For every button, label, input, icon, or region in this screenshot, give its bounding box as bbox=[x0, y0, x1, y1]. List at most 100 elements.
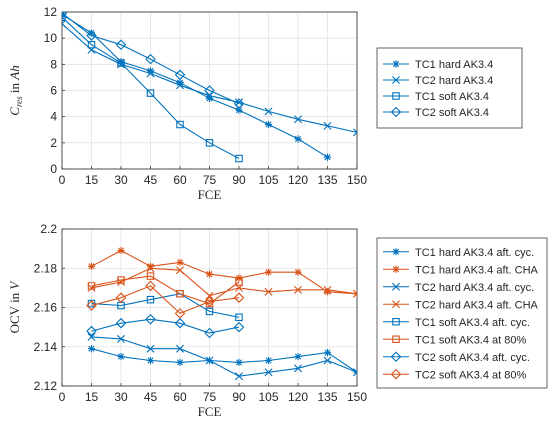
legend-marker bbox=[392, 335, 400, 343]
data-point bbox=[294, 268, 302, 276]
legend-marker bbox=[392, 300, 400, 309]
data-point bbox=[294, 135, 302, 143]
legend-label: TC1 soft AK3.4 aft. cyc. bbox=[415, 317, 530, 329]
data-point bbox=[204, 296, 215, 307]
data-point bbox=[235, 154, 243, 163]
data-point bbox=[264, 368, 273, 377]
legend-label: TC2 hard AK3.4 aft. CHA bbox=[415, 299, 539, 311]
data-point bbox=[205, 356, 214, 365]
data-point bbox=[353, 128, 357, 137]
series-line bbox=[62, 16, 240, 159]
data-point bbox=[353, 368, 357, 377]
data-point bbox=[205, 291, 214, 300]
data-point bbox=[264, 107, 273, 116]
legend-entry: TC1 hard AK3.4 bbox=[383, 59, 493, 71]
data-point bbox=[117, 352, 125, 361]
x-axis-label: FCE bbox=[198, 187, 222, 202]
data-point bbox=[323, 288, 332, 296]
data-point bbox=[86, 30, 97, 41]
legend-marker bbox=[392, 92, 400, 100]
data-point bbox=[87, 40, 96, 49]
x-tick-label: 0 bbox=[59, 173, 66, 187]
data-point bbox=[233, 292, 245, 303]
data-point bbox=[264, 356, 273, 365]
y-tick-label: 2.14 bbox=[34, 340, 58, 354]
data-point bbox=[204, 327, 215, 339]
series-4 bbox=[62, 12, 245, 109]
data-point bbox=[87, 332, 96, 341]
data-point bbox=[294, 285, 302, 294]
data-point bbox=[235, 358, 243, 367]
data-point bbox=[233, 321, 245, 333]
data-point bbox=[235, 278, 243, 286]
y-axis-label: OCV in V bbox=[7, 280, 22, 334]
y-label-main: OCV in bbox=[7, 290, 22, 334]
legend: TC1 hard AK3.4 aft. cyc. TC1 hard AK3.4 a… bbox=[376, 237, 548, 389]
legend-entry: TC1 soft AK3.4 aft. cyc. bbox=[383, 317, 530, 329]
data-point bbox=[235, 372, 243, 381]
legend-entry: TC1 hard AK3.4 aft. cyc. bbox=[383, 247, 534, 259]
data-point bbox=[115, 317, 127, 329]
legend-label: TC2 hard AK3.4 bbox=[415, 75, 493, 87]
series-line bbox=[91, 293, 240, 318]
data-point bbox=[146, 264, 155, 273]
x-tick-label: 75 bbox=[203, 390, 217, 404]
chart-2: 0 15 30 45 60 75 90 105 120 135 150 2.12 2.14 2.16 2.1… bbox=[7, 222, 548, 419]
data-point bbox=[146, 356, 155, 365]
x-tick-label: 90 bbox=[232, 390, 246, 404]
data-point bbox=[205, 307, 214, 316]
data-point bbox=[146, 295, 155, 304]
data-point bbox=[205, 139, 214, 147]
y-label-unit: V bbox=[7, 280, 22, 290]
x-tick-label: 120 bbox=[288, 390, 308, 404]
y-tick-label: 2.2 bbox=[40, 222, 57, 236]
data-point bbox=[235, 313, 243, 322]
series-line bbox=[62, 12, 240, 105]
series-8 bbox=[86, 280, 245, 319]
data-point bbox=[87, 262, 96, 270]
legend-label: TC2 soft AK3.4 bbox=[415, 107, 489, 119]
data-point bbox=[294, 364, 302, 373]
y-tick-label: 12 bbox=[44, 5, 58, 19]
data-point bbox=[174, 308, 186, 319]
legend-label: TC2 hard AK3.4 aft. cyc. bbox=[415, 282, 534, 294]
legend-entry: TC2 hard AK3.4 aft. cyc. bbox=[383, 282, 534, 294]
legend-entry: TC2 soft AK3.4 aft. cyc. bbox=[383, 351, 530, 364]
legend-label: TC1 soft AK3.4 at 80% bbox=[415, 334, 527, 346]
series-6 bbox=[87, 272, 243, 308]
legend-entry: TC2 hard AK3.4 aft. CHA bbox=[383, 299, 539, 311]
data-point bbox=[146, 67, 155, 75]
data-point bbox=[235, 98, 243, 107]
x-axis-label: FCE bbox=[198, 404, 222, 419]
x-tick-label: 0 bbox=[59, 390, 66, 404]
data-point bbox=[115, 39, 127, 50]
series-3 bbox=[62, 13, 243, 163]
legend-entry: TC1 soft AK3.4 at 80% bbox=[383, 334, 527, 346]
legend-marker bbox=[392, 248, 400, 256]
series-line bbox=[91, 267, 357, 297]
data-point bbox=[146, 272, 155, 280]
data-point bbox=[235, 274, 243, 282]
legend-marker bbox=[390, 368, 402, 380]
x-tick-label: 45 bbox=[144, 390, 158, 404]
legend-marker bbox=[390, 351, 402, 363]
axes-box bbox=[61, 11, 358, 170]
data-point bbox=[233, 98, 245, 109]
data-point bbox=[176, 290, 184, 298]
data-point bbox=[176, 79, 184, 87]
x-tick-label: 135 bbox=[317, 173, 337, 187]
x-tick-label: 120 bbox=[288, 173, 308, 187]
data-point bbox=[205, 270, 214, 278]
series-3 bbox=[87, 332, 357, 381]
x-tick-label: 135 bbox=[317, 390, 337, 404]
y-tick-label: 2.12 bbox=[34, 379, 58, 393]
y-tick-label: 2.16 bbox=[34, 301, 58, 315]
y-tick-label: 10 bbox=[44, 31, 58, 45]
data-point bbox=[264, 268, 273, 276]
data-point bbox=[323, 153, 332, 161]
legend: TC1 hard AK3.4 TC2 hard AK3.4 TC1 soft AK3… bbox=[376, 47, 523, 129]
data-point bbox=[176, 258, 184, 266]
series-line bbox=[91, 336, 357, 377]
data-point bbox=[323, 121, 332, 130]
y-tick-label: 2 bbox=[50, 136, 57, 150]
